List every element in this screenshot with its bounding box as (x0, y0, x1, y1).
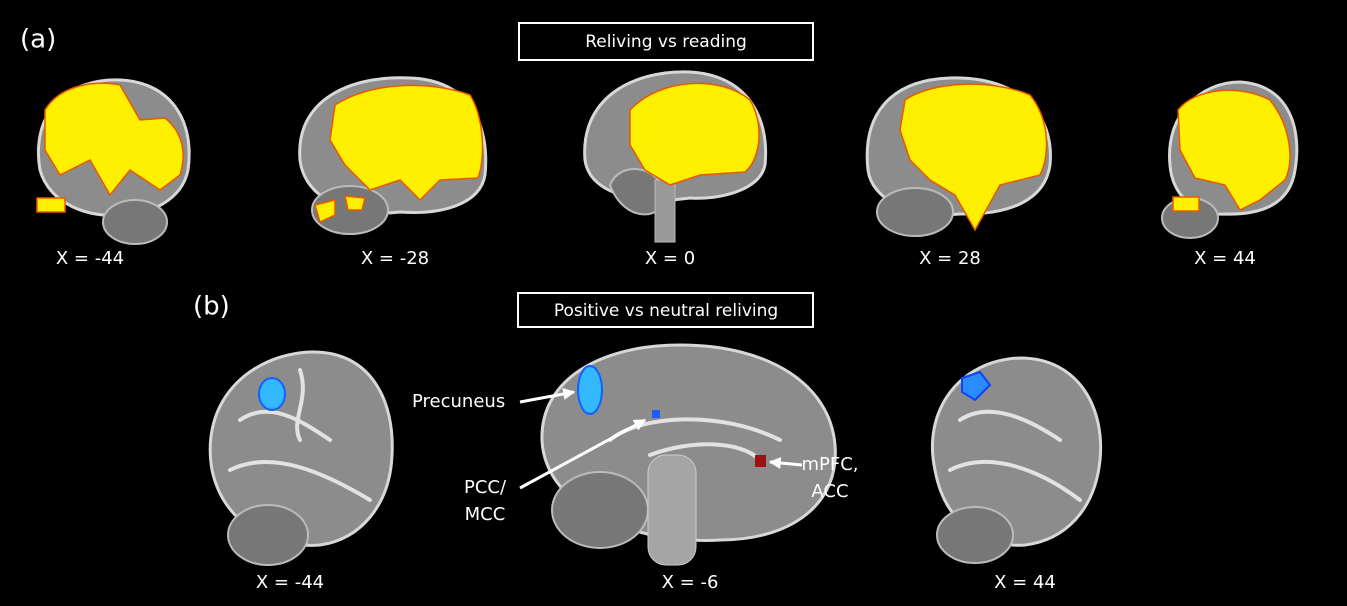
slice-label: X = 44 (1194, 248, 1256, 269)
panel-title: Reliving vs reading (585, 32, 747, 52)
annotation: mPFC, (801, 454, 858, 475)
slice-label: X = -44 (56, 248, 124, 269)
slice-label: X = 28 (919, 248, 981, 269)
annotation: MCC (465, 504, 506, 525)
page: (a) Reliving vs reading X = -44 X = -28 X … (0, 0, 1347, 606)
annotation: ACC (811, 481, 848, 502)
panel-label: (b) (193, 292, 230, 322)
slice-label: X = -44 (256, 572, 324, 593)
slice-label: X = -28 (361, 248, 429, 269)
slice-label: X = 0 (645, 248, 695, 269)
slice-label: X = -6 (662, 572, 719, 593)
panel-title: Positive vs neutral reliving (554, 301, 778, 321)
annotation: Precuneus (412, 391, 505, 412)
figure: (a) Reliving vs reading X = -44 X = -28 X … (0, 0, 1347, 606)
annotation: PCC/ (464, 477, 507, 498)
panel-label: (a) (20, 25, 56, 55)
slice-label: X = 44 (994, 572, 1056, 593)
